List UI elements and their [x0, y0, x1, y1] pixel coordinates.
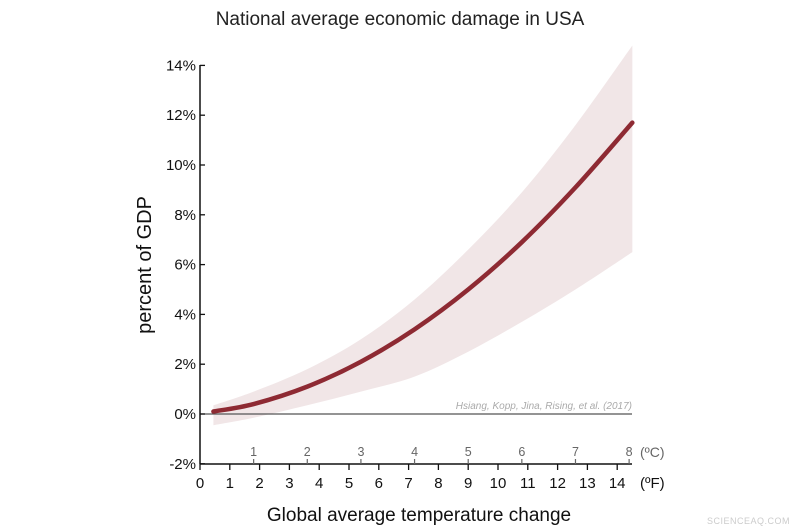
y-tick-label: 8%: [174, 207, 196, 224]
fahrenheit-unit: (ºF): [640, 475, 665, 492]
damage-line: [211, 120, 635, 414]
y-tick-label: -2%: [169, 456, 196, 473]
x-fahrenheit-ticks: 0 1 2 3 4 5 6 7 8 9 10 11 12 13 14: [196, 464, 626, 492]
x-celsius-tick-label: 2: [304, 445, 311, 459]
chart-title: National average economic damage in USA: [216, 9, 585, 30]
x-fahrenheit-tick-label: 0: [196, 475, 204, 492]
watermark: SCIENCEAQ.COM: [707, 516, 790, 526]
y-tick-label: 4%: [174, 306, 196, 323]
y-tick-label: 12%: [166, 107, 196, 124]
y-tick-label: 0%: [174, 406, 196, 423]
x-fahrenheit-tick-label: 7: [404, 475, 412, 492]
x-fahrenheit-tick-label: 13: [579, 475, 596, 492]
y-tick-label: 6%: [174, 257, 196, 274]
x-celsius-tick-label: 1: [250, 445, 257, 459]
x-celsius-tick-label: 4: [411, 445, 418, 459]
damage-series: [211, 120, 635, 414]
x-fahrenheit-tick-label: 6: [375, 475, 383, 492]
x-celsius-tick-label: 8: [626, 445, 633, 459]
y-ticks: -2% 0% 2% 4% 6% 8% 10% 12% 14%: [166, 57, 205, 473]
x-celsius-tick-label: 6: [518, 445, 525, 459]
x-celsius-ticks: 1 2 3 4 5 6 7 8: [250, 445, 633, 464]
x-fahrenheit-tick-label: 12: [549, 475, 566, 492]
confidence-band: [213, 45, 633, 426]
x-axis-label: Global average temperature change: [267, 505, 571, 526]
x-fahrenheit-tick-label: 10: [490, 475, 507, 492]
x-fahrenheit-tick-label: 11: [520, 475, 536, 492]
x-fahrenheit-tick-label: 5: [345, 475, 353, 492]
x-fahrenheit-tick-label: 9: [464, 475, 472, 492]
x-fahrenheit-tick-label: 8: [434, 475, 442, 492]
x-fahrenheit-tick-label: 3: [285, 475, 293, 492]
y-tick-label: 10%: [166, 157, 196, 174]
x-celsius-tick-label: 7: [572, 445, 579, 459]
y-tick-label: 14%: [166, 57, 196, 74]
citation: Hsiang, Kopp, Jina, Rising, et al. (2017…: [456, 401, 632, 412]
celsius-unit: (ºC): [640, 444, 665, 460]
x-celsius-tick-label: 5: [465, 445, 472, 459]
y-tick-label: 2%: [174, 356, 196, 373]
x-celsius-tick-label: 3: [357, 445, 364, 459]
x-fahrenheit-tick-label: 14: [609, 475, 626, 492]
x-fahrenheit-tick-label: 2: [255, 475, 263, 492]
y-axis-label: percent of GDP: [134, 196, 156, 334]
confidence-band-area: [213, 45, 633, 426]
x-fahrenheit-tick-label: 4: [315, 475, 323, 492]
x-fahrenheit-tick-label: 1: [226, 475, 234, 492]
